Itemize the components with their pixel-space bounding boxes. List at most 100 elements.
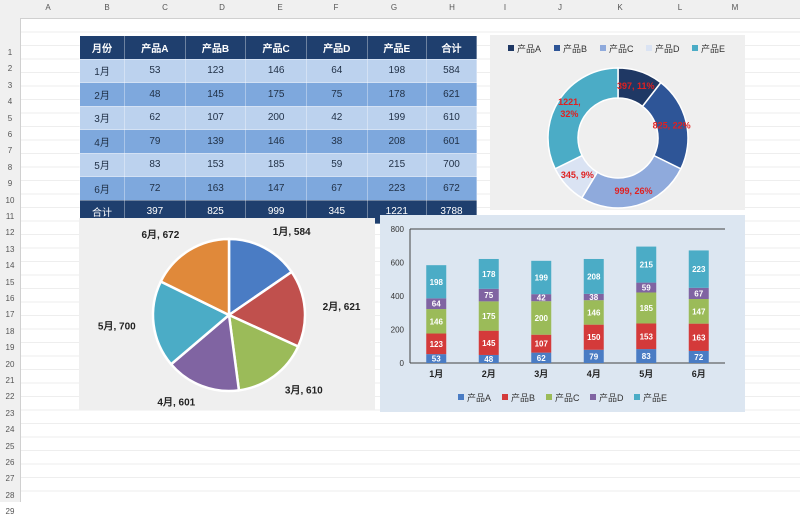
bar-legend-label: 产品D <box>599 392 624 403</box>
table-cell[interactable]: 672 <box>426 176 477 201</box>
table-cell[interactable]: 107 <box>184 105 247 130</box>
table-cell[interactable]: 198 <box>366 58 428 83</box>
table-cell[interactable]: 75 <box>305 82 368 107</box>
row-header-14[interactable]: 14 <box>5 261 15 271</box>
column-header-D[interactable]: D <box>219 3 225 12</box>
table-cell[interactable]: 610 <box>426 105 477 130</box>
row-header-29[interactable]: 29 <box>5 507 15 516</box>
column-header-F[interactable]: F <box>333 3 339 12</box>
row-header-2[interactable]: 2 <box>7 64 13 74</box>
table-cell[interactable]: 48 <box>124 82 186 107</box>
table-cell[interactable]: 223 <box>366 176 428 201</box>
column-header-E[interactable]: E <box>277 3 283 12</box>
row-header-21[interactable]: 21 <box>5 376 15 385</box>
table-cell[interactable]: 584 <box>426 58 477 83</box>
table-cell[interactable]: 700 <box>426 152 477 177</box>
column-header-C[interactable]: C <box>162 3 168 12</box>
table-cell[interactable]: 200 <box>245 105 307 130</box>
table-cell[interactable]: 621 <box>426 82 477 107</box>
stacked-bar-chart-panel[interactable]: 0 200 400 600 800 53 123 146 64 198 1月 48 145 175 75 17… <box>380 215 745 412</box>
table-cell[interactable]: 53 <box>124 58 186 83</box>
row-header-13[interactable]: 13 <box>5 244 15 254</box>
table-cell[interactable]: 6月 <box>78 176 126 201</box>
row-header-7[interactable]: 7 <box>7 146 13 156</box>
table-cell[interactable]: 123 <box>184 58 247 83</box>
row-header-8[interactable]: 8 <box>7 162 13 172</box>
row-header-11[interactable]: 11 <box>5 212 15 221</box>
row-header-24[interactable]: 24 <box>5 425 15 435</box>
row-header-15[interactable]: 15 <box>5 277 15 287</box>
column-header-B[interactable]: B <box>104 3 110 12</box>
table-cell[interactable]: 145 <box>184 82 247 107</box>
table-cell[interactable]: 42 <box>305 105 368 130</box>
table-header-cell[interactable]: 产品D <box>305 35 368 60</box>
table-cell[interactable]: 64 <box>305 58 368 83</box>
column-header-I[interactable]: I <box>503 3 507 12</box>
table-cell[interactable]: 83 <box>124 152 186 177</box>
table-cell[interactable]: 178 <box>366 82 428 107</box>
row-header-4[interactable]: 4 <box>7 97 13 107</box>
table-cell[interactable]: 4月 <box>78 129 126 154</box>
table-cell[interactable]: 146 <box>245 129 307 154</box>
table-cell[interactable]: 175 <box>245 82 307 107</box>
row-header-20[interactable]: 20 <box>5 359 15 369</box>
table-cell[interactable]: 1月 <box>78 58 126 83</box>
row-header-1[interactable]: 1 <box>7 48 13 57</box>
table-cell[interactable]: 199 <box>366 105 428 130</box>
table-cell[interactable]: 72 <box>124 176 186 201</box>
row-header-23[interactable]: 23 <box>5 408 15 418</box>
table-cell[interactable]: 139 <box>184 129 247 154</box>
table-header-cell[interactable]: 月份 <box>78 35 126 60</box>
table-cell[interactable]: 2月 <box>78 82 126 107</box>
row-header-10[interactable]: 10 <box>5 195 15 205</box>
column-header-H[interactable]: H <box>449 3 455 12</box>
table-cell[interactable]: 3月 <box>78 105 126 130</box>
row-header-6[interactable]: 6 <box>7 130 13 139</box>
column-header-G[interactable]: G <box>390 3 398 12</box>
table-cell[interactable]: 215 <box>366 152 428 177</box>
table-header-cell[interactable]: 合计 <box>426 35 477 60</box>
column-header-K[interactable]: K <box>617 3 623 12</box>
table-cell[interactable]: 185 <box>245 152 307 177</box>
row-header-12[interactable]: 12 <box>5 228 15 238</box>
row-header-3[interactable]: 3 <box>7 80 13 90</box>
pie-chart-panel[interactable]: 1月, 584 2月, 621 3月, 610 4月, 601 5月, 700 6月, 6… <box>79 218 375 410</box>
table-cell[interactable]: 153 <box>184 152 247 177</box>
column-header-J[interactable]: J <box>558 3 562 12</box>
column-header-M[interactable]: M <box>731 3 739 12</box>
row-header-9[interactable]: 9 <box>7 179 13 189</box>
table-cell[interactable]: 147 <box>245 176 307 201</box>
table-header-cell[interactable]: 产品B <box>184 35 247 60</box>
table-cell[interactable]: 67 <box>305 176 368 201</box>
table-cell[interactable]: 5月 <box>78 152 126 177</box>
bar-segment <box>531 294 552 302</box>
table-cell[interactable]: 38 <box>305 129 368 154</box>
row-header-25[interactable]: 25 <box>5 441 15 451</box>
table-cell[interactable]: 601 <box>426 129 477 154</box>
row-header-27[interactable]: 27 <box>5 474 15 484</box>
column-header-L[interactable]: L <box>677 3 683 12</box>
donut-chart-panel[interactable]: 产品A 产品B 产品C 产品D 产品E 397, 11% 825, 22% 999, 26% 3… <box>490 35 745 210</box>
row-header-19[interactable]: 19 <box>5 343 15 353</box>
table-cell[interactable]: 208 <box>366 129 428 154</box>
table-cell[interactable]: 59 <box>305 152 368 177</box>
row-header-26[interactable]: 26 <box>5 458 15 467</box>
bar-legend-swatch <box>502 394 508 400</box>
table-cell[interactable]: 146 <box>245 58 307 83</box>
bar-data-label: 146 <box>430 317 444 326</box>
row-header-18[interactable]: 18 <box>5 326 15 336</box>
row-header-5[interactable]: 5 <box>7 113 13 123</box>
donut-legend-swatch <box>692 45 698 51</box>
table-header-cell[interactable]: 产品A <box>124 35 186 60</box>
table-cell[interactable]: 163 <box>184 176 247 201</box>
row-header-17[interactable]: 17 <box>5 310 15 320</box>
table-cell[interactable]: 79 <box>124 129 186 154</box>
row-header-16[interactable]: 16 <box>5 294 15 303</box>
row-header-22[interactable]: 22 <box>5 392 15 402</box>
table-cell[interactable]: 62 <box>124 105 186 130</box>
table-header-cell[interactable]: 产品E <box>366 35 428 60</box>
row-header-28[interactable]: 28 <box>5 490 15 500</box>
table-header-cell[interactable]: 产品C <box>245 35 307 60</box>
column-header-A[interactable]: A <box>45 3 51 12</box>
bar-segment <box>636 282 657 293</box>
